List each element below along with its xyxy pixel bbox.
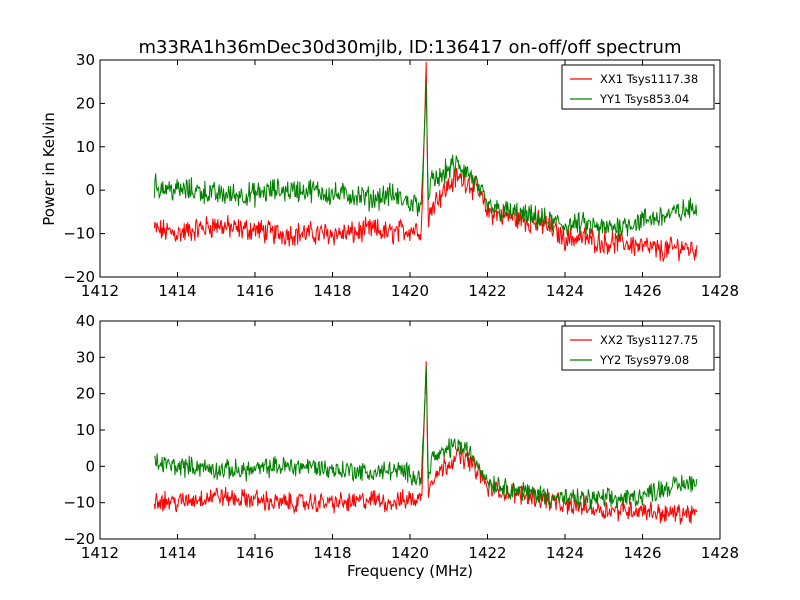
x-tick-label: 1422 — [468, 544, 506, 562]
y-tick-label: 0 — [85, 181, 95, 199]
legend-box — [561, 64, 715, 110]
x-tick-label: 1416 — [236, 544, 274, 562]
x-tick-label: 1426 — [623, 282, 661, 300]
y-tick-label: −10 — [63, 494, 95, 512]
x-tick-label: 1418 — [313, 544, 351, 562]
legend-label: YY2 Tsys979.08 — [599, 353, 689, 367]
legend: XX1 Tsys1117.38 YY1 Tsys853.04 — [561, 64, 715, 110]
y-tick-label: −20 — [63, 268, 95, 286]
y-tick-label: 10 — [76, 138, 95, 156]
plot-area — [153, 361, 698, 525]
x-tick-label: 1412 — [81, 544, 119, 562]
x-tick-label: 1424 — [546, 282, 584, 300]
x-tick-label: 1418 — [313, 282, 351, 300]
y-tick-label: −20 — [63, 530, 95, 548]
bottom-panel: 1412 1414 1416 1418 1420 1422 1424 1426 1428 −20 −… — [63, 312, 739, 562]
x-tick-label: 1412 — [81, 282, 119, 300]
x-tick-label: 1428 — [701, 282, 739, 300]
legend-box — [561, 325, 715, 371]
x-tick-label: 1416 — [236, 282, 274, 300]
legend-label: XX1 Tsys1117.38 — [600, 72, 698, 86]
x-tick-label: 1420 — [391, 544, 429, 562]
figure-title: m33RA1h36mDec30d30mjlb, ID:136417 on-off… — [138, 37, 681, 58]
x-tick-label: 1424 — [546, 544, 584, 562]
series-line-xx1 — [153, 61, 698, 262]
top-panel: 1412 1414 1416 1418 1420 1422 1424 1426 1428 −20 −… — [63, 51, 739, 300]
y-tick-label: 30 — [76, 348, 95, 366]
y-tick-label: 20 — [76, 385, 95, 403]
y-tick-label: 40 — [76, 312, 95, 330]
y-tick-label: 10 — [76, 421, 95, 439]
y-tick-label: −10 — [63, 225, 95, 243]
y-tick-label: 20 — [76, 94, 95, 112]
series-line-yy1 — [153, 83, 698, 240]
x-tick-label: 1422 — [468, 282, 506, 300]
series-line-yy2 — [154, 365, 698, 510]
x-axis-label: Frequency (MHz) — [347, 562, 473, 580]
legend-label: XX2 Tsys1127.75 — [600, 333, 698, 347]
y-tick-label: 0 — [85, 457, 95, 475]
legend: XX2 Tsys1127.75 YY2 Tsys979.08 — [561, 325, 715, 371]
x-tick-label: 1426 — [623, 544, 661, 562]
x-tick-label: 1414 — [158, 282, 196, 300]
plot-area — [153, 61, 698, 262]
y-axis-label: Power in Kelvin — [40, 112, 58, 226]
y-tick-label: 30 — [76, 51, 95, 69]
x-tick-label: 1428 — [701, 544, 739, 562]
x-tick-label: 1414 — [158, 544, 196, 562]
legend-label: YY1 Tsys853.04 — [599, 92, 689, 106]
x-tick-label: 1420 — [391, 282, 429, 300]
